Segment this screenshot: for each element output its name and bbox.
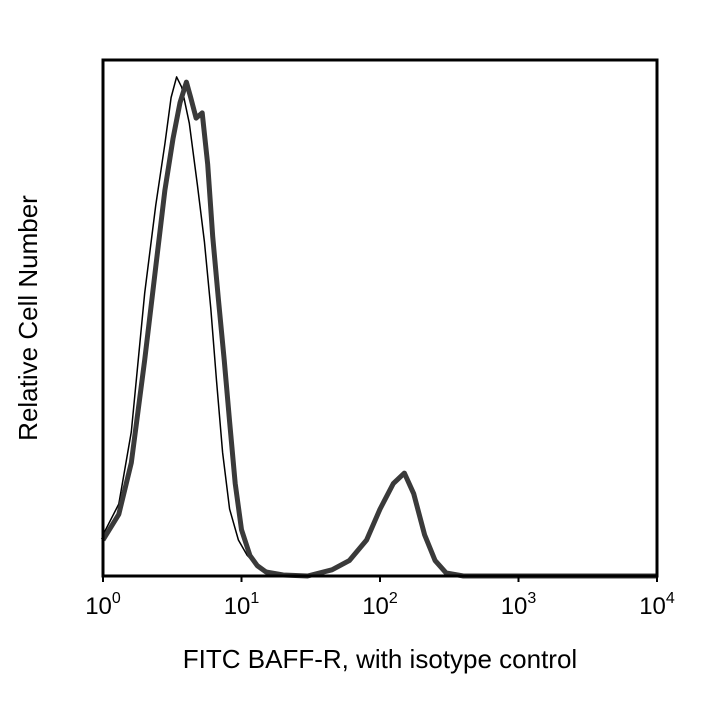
plot-area — [103, 60, 657, 576]
x-tick-label: 104 — [639, 590, 675, 620]
series-line-BAFF-R — [100, 79, 657, 579]
x-tick-label: 100 — [85, 590, 121, 620]
y-axis-title: Relative Cell Number — [13, 195, 43, 441]
x-tick-label: 101 — [224, 590, 260, 620]
x-axis-title: FITC BAFF-R, with isotype control — [183, 644, 577, 674]
x-tick-label: 103 — [501, 590, 537, 620]
x-tick-layer: 100 101 102 103 104 — [85, 576, 675, 620]
x-tick-label: 102 — [362, 590, 398, 620]
